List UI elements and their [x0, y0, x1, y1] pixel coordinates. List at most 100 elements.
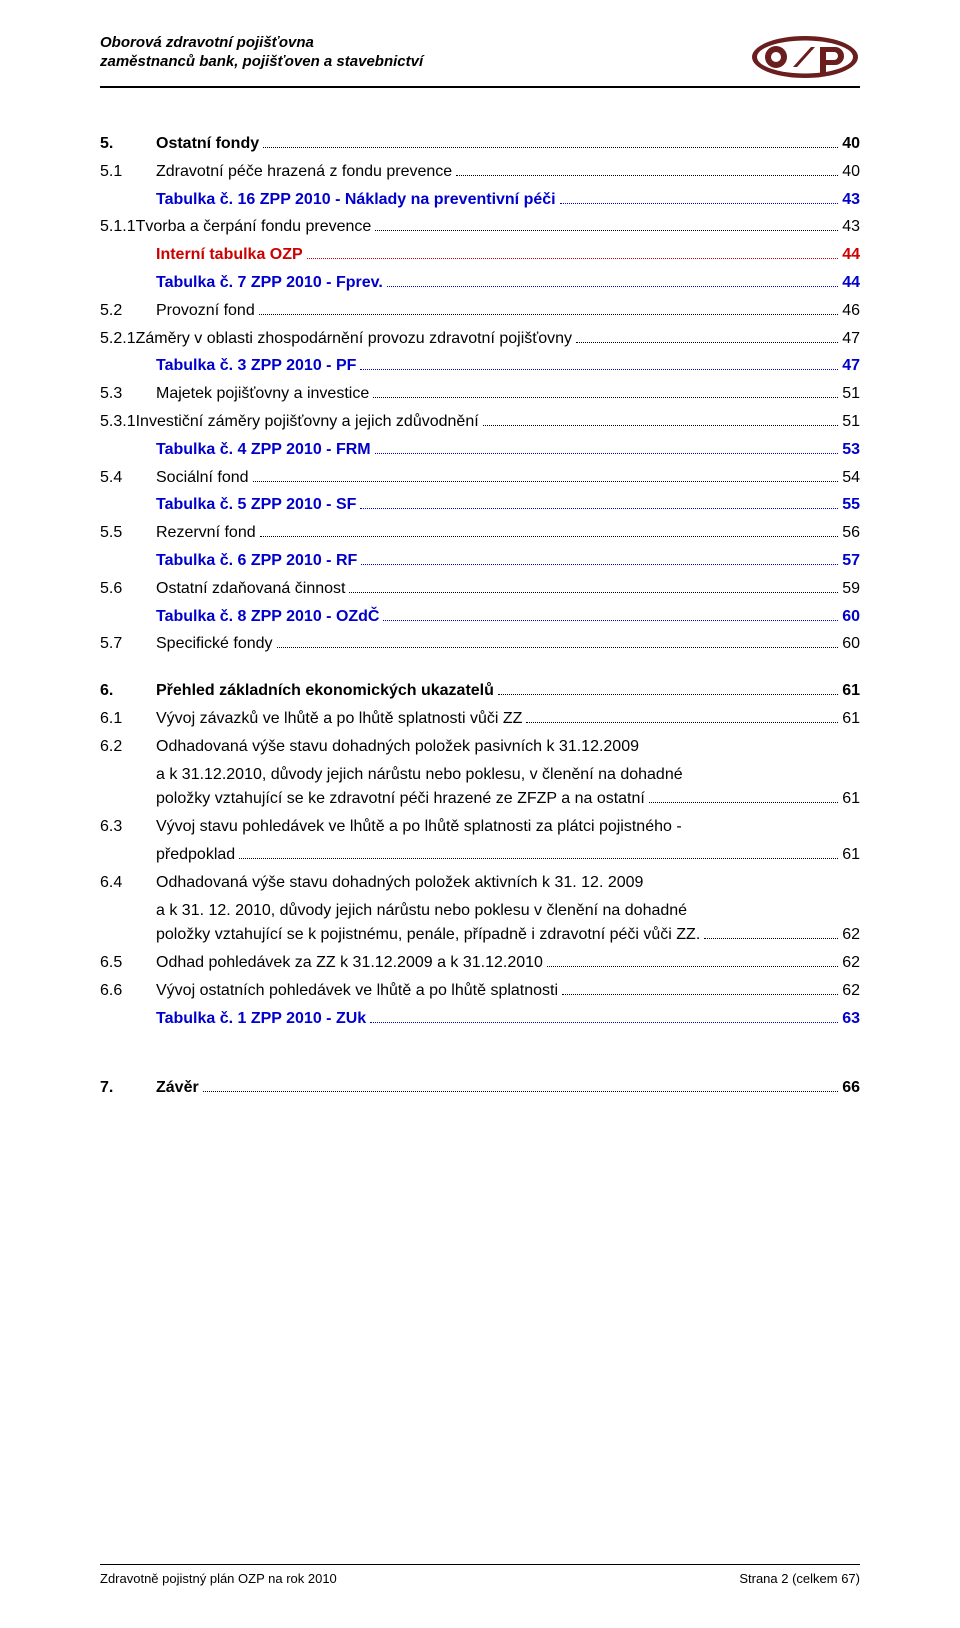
- toc-leader: [360, 508, 838, 509]
- toc-entry-number: 6.: [100, 679, 156, 704]
- toc-entry-number: 6.5: [100, 951, 156, 976]
- page: Oborová zdravotní pojišťovna zaměstnanců…: [0, 0, 960, 1628]
- page-footer: Zdravotně pojistný plán OZP na rok 2010 …: [100, 1564, 860, 1586]
- toc-entry-page: 63: [842, 1007, 860, 1032]
- toc-entry-label: Záměry v oblasti zhospodárnění provozu z…: [136, 327, 572, 352]
- toc-entry-label: Rezervní fond: [156, 521, 256, 546]
- toc-leader: [370, 1022, 838, 1023]
- toc-entry-page: 44: [842, 271, 860, 296]
- toc-section-row: 7.Závěr 66: [100, 1076, 860, 1101]
- toc-link-label[interactable]: Tabulka č. 3 ZPP 2010 - PF: [156, 354, 356, 379]
- toc-entry-lastline: položky vztahující se ke zdravotní péči …: [100, 787, 860, 812]
- toc-entry-continuation: a k 31.12.2010, důvody jejich nárůstu ne…: [100, 763, 860, 788]
- toc-leader: [239, 858, 838, 859]
- toc-entry-label: Vývoj závazků ve lhůtě a po lhůtě splatn…: [156, 707, 522, 732]
- toc-link-label[interactable]: Tabulka č. 16 ZPP 2010 - Náklady na prev…: [156, 188, 556, 213]
- toc-entry-page: 66: [842, 1076, 860, 1101]
- toc-subsection-row: 5.1Zdravotní péče hrazená z fondu preven…: [100, 160, 860, 185]
- toc-leader: [560, 203, 839, 204]
- toc-entry-page: 60: [842, 632, 860, 657]
- toc-entry-label: Tvorba a čerpání fondu prevence: [136, 215, 372, 240]
- toc-entry-page: 51: [842, 410, 860, 435]
- toc-entry-label: položky vztahující se k pojistnému, pená…: [156, 923, 700, 948]
- toc-leader: [373, 397, 838, 398]
- toc-entry-number: 5.6: [100, 577, 156, 602]
- toc-entry-number: 5.2.1: [100, 327, 136, 352]
- toc-entry-label: Přehled základních ekonomických ukazatel…: [156, 679, 494, 704]
- toc-leader: [375, 230, 838, 231]
- toc-link-row: Tabulka č. 7 ZPP 2010 - Fprev. 44: [100, 271, 860, 296]
- toc-link-row: Tabulka č. 6 ZPP 2010 - RF 57: [100, 549, 860, 574]
- toc-entry-label: Ostatní zdaňovaná činnost: [156, 577, 345, 602]
- toc-entry-number: 5.7: [100, 632, 156, 657]
- toc-link-label[interactable]: Tabulka č. 5 ZPP 2010 - SF: [156, 493, 356, 518]
- toc-entry-page: 47: [842, 327, 860, 352]
- toc-entry-label: předpoklad: [156, 843, 235, 868]
- toc-leader: [349, 592, 838, 593]
- toc-leader: [562, 994, 838, 995]
- toc-entry-number: 5.5: [100, 521, 156, 546]
- toc-entry-number: 6.2: [100, 735, 156, 760]
- toc-entry-label: Investiční záměry pojišťovny a jejich zd…: [136, 410, 479, 435]
- toc-subsection-row: 6.3Vývoj stavu pohledávek ve lhůtě a po …: [100, 815, 860, 840]
- toc-link-row: Tabulka č. 3 ZPP 2010 - PF47: [100, 354, 860, 379]
- toc-entry-page: 61: [842, 707, 860, 732]
- toc-leader: [361, 564, 838, 565]
- toc-entry-number: 5.2: [100, 299, 156, 324]
- toc-entry-label: Specifické fondy: [156, 632, 273, 657]
- toc-subsection-row: 6.6Vývoj ostatních pohledávek ve lhůtě a…: [100, 979, 860, 1004]
- toc-entry-page: 55: [842, 493, 860, 518]
- toc-entry-label: Ostatní fondy: [156, 132, 259, 157]
- toc-entry-page: 57: [842, 549, 860, 574]
- toc-leader: [483, 425, 839, 426]
- toc-link-row: Tabulka č. 1 ZPP 2010 - ZUk 63: [100, 1007, 860, 1032]
- header-line-1: Oborová zdravotní pojišťovna: [100, 34, 423, 53]
- toc-link-label[interactable]: Tabulka č. 8 ZPP 2010 - OZdČ: [156, 605, 379, 630]
- toc-section-row: 5.Ostatní fondy40: [100, 132, 860, 157]
- toc-leader: [456, 175, 838, 176]
- toc-entry-label: Majetek pojišťovny a investice: [156, 382, 369, 407]
- toc-entry-number: 5.: [100, 132, 156, 157]
- toc-entry-label: Odhad pohledávek za ZZ k 31.12.2009 a k …: [156, 951, 543, 976]
- toc-link-label[interactable]: Tabulka č. 4 ZPP 2010 - FRM: [156, 438, 371, 463]
- toc-entry-label: Provozní fond: [156, 299, 255, 324]
- toc-link-label[interactable]: Tabulka č. 1 ZPP 2010 - ZUk: [156, 1007, 366, 1032]
- toc-subsection-row: 5.2Provozní fond46: [100, 299, 860, 324]
- toc-entry-label: Zdravotní péče hrazená z fondu prevence: [156, 160, 452, 185]
- toc-entry-number: 5.3: [100, 382, 156, 407]
- toc-leader: [307, 258, 839, 259]
- toc-subsection-row: 5.3.1 Investiční záměry pojišťovny a jej…: [100, 410, 860, 435]
- ozp-logo: [750, 34, 860, 80]
- toc-link-row: Tabulka č. 5 ZPP 2010 - SF 55: [100, 493, 860, 518]
- header-org-name: Oborová zdravotní pojišťovna zaměstnanců…: [100, 34, 423, 72]
- toc-link-label[interactable]: Interní tabulka OZP: [156, 243, 303, 268]
- toc-entry-label: Vývoj ostatních pohledávek ve lhůtě a po…: [156, 979, 558, 1004]
- toc-leader: [576, 342, 838, 343]
- toc-entry-page: 59: [842, 577, 860, 602]
- toc-entry-number: 5.1.1: [100, 215, 136, 240]
- toc-subsection-row: 5.5Rezervní fond56: [100, 521, 860, 546]
- toc-entry-label: Vývoj stavu pohledávek ve lhůtě a po lhů…: [156, 815, 682, 840]
- toc-entry-number: 5.4: [100, 466, 156, 491]
- toc-leader: [383, 620, 838, 621]
- toc-link-label[interactable]: Tabulka č. 7 ZPP 2010 - Fprev.: [156, 271, 383, 296]
- toc-entry-label: Sociální fond: [156, 466, 249, 491]
- toc-entry-page: 40: [842, 160, 860, 185]
- footer-page-number: Strana 2 (celkem 67): [739, 1571, 860, 1586]
- toc-subsection-row: 5.1.1 Tvorba a čerpání fondu prevence43: [100, 215, 860, 240]
- toc-leader: [203, 1091, 839, 1092]
- toc-leader: [253, 481, 839, 482]
- toc-subsection-row: 6.1Vývoj závazků ve lhůtě a po lhůtě spl…: [100, 707, 860, 732]
- toc-entry-lastline: položky vztahující se k pojistnému, pená…: [100, 923, 860, 948]
- page-header: Oborová zdravotní pojišťovna zaměstnanců…: [100, 34, 860, 88]
- toc-entry-number: 7.: [100, 1076, 156, 1101]
- toc-leader: [498, 694, 838, 695]
- toc-entry-label: Závěr: [156, 1076, 199, 1101]
- toc-link-label[interactable]: Tabulka č. 6 ZPP 2010 - RF: [156, 549, 357, 574]
- toc-entry-page: 62: [842, 979, 860, 1004]
- table-of-contents: 5.Ostatní fondy405.1Zdravotní péče hraze…: [100, 132, 860, 1100]
- toc-entry-page: 60: [842, 605, 860, 630]
- toc-link-row: Interní tabulka OZP44: [100, 243, 860, 268]
- toc-subsection-row: 6.2Odhadovaná výše stavu dohadných polož…: [100, 735, 860, 760]
- footer-doc-title: Zdravotně pojistný plán OZP na rok 2010: [100, 1571, 337, 1586]
